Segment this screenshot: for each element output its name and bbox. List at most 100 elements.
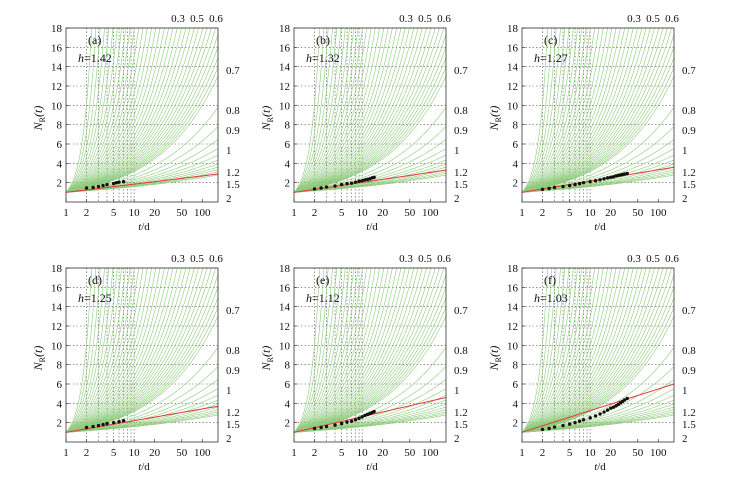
reference-curve xyxy=(294,28,346,193)
reference-curve-label: 2 xyxy=(226,433,232,445)
y-tick-label: 16 xyxy=(507,282,519,294)
reference-curve-label: 1 xyxy=(682,385,688,397)
panel-label: (f) xyxy=(544,273,556,287)
reference-curve-label: 2 xyxy=(226,193,232,205)
reference-curve xyxy=(66,307,218,433)
y-tick-label: 12 xyxy=(507,81,518,93)
data-point xyxy=(577,181,582,186)
reference-curve xyxy=(294,28,419,193)
panel-label: (e) xyxy=(316,273,329,287)
reference-curve xyxy=(66,28,110,193)
plot-frame xyxy=(65,267,219,443)
data-point xyxy=(312,187,317,191)
data-point xyxy=(608,406,613,410)
data-point xyxy=(349,419,354,423)
reference-curve xyxy=(522,139,674,193)
data-point xyxy=(567,183,572,188)
reference-curve xyxy=(522,28,638,193)
x-tick-label: 20 xyxy=(605,207,617,219)
y-tick-label: 12 xyxy=(51,81,62,93)
reference-curve xyxy=(66,268,105,433)
y-tick-label: 4 xyxy=(285,158,291,170)
data-point xyxy=(111,181,116,186)
data-point xyxy=(593,414,598,418)
y-tick-label: 6 xyxy=(513,139,519,151)
data-point xyxy=(602,410,606,414)
reference-curve xyxy=(66,268,191,433)
reference-curve xyxy=(522,75,674,193)
y-tick-label: 4 xyxy=(513,158,519,170)
reference-curve xyxy=(522,28,549,193)
reference-curve xyxy=(294,107,446,193)
reference-curve xyxy=(522,268,561,433)
data-point xyxy=(360,415,364,419)
reference-curve xyxy=(294,28,380,193)
reference-curve xyxy=(66,28,157,193)
reference-curve xyxy=(66,268,135,433)
data-point xyxy=(608,175,613,180)
y-tick-label: 10 xyxy=(507,100,519,112)
reference-curve xyxy=(66,28,97,193)
reference-curve xyxy=(66,268,152,433)
reference-curve xyxy=(66,268,165,433)
reference-curve xyxy=(66,268,187,433)
x-tick-label: 1 xyxy=(63,207,69,219)
reference-curve xyxy=(522,366,674,433)
x-axis-label: t/d xyxy=(366,221,378,233)
reference-curves xyxy=(522,268,674,433)
x-tick-label: 1 xyxy=(63,447,69,459)
data-point xyxy=(312,426,317,431)
reference-curve xyxy=(66,28,191,193)
reference-curve xyxy=(66,268,131,433)
x-tick-label: 1 xyxy=(519,447,525,459)
reference-curve xyxy=(522,268,578,433)
data-point xyxy=(114,180,119,185)
reference-curve xyxy=(294,28,363,193)
x-tick-label: 5 xyxy=(567,207,573,219)
reference-curve xyxy=(66,268,110,433)
reference-curve-label: 0.8 xyxy=(226,345,240,357)
x-tick-label: 100 xyxy=(422,207,439,219)
data-point xyxy=(372,409,376,414)
reference-curve-label: 0.9 xyxy=(226,365,240,377)
data-point xyxy=(91,185,95,190)
reference-curve xyxy=(66,28,187,193)
reference-curve xyxy=(66,28,122,193)
fit-line xyxy=(65,405,219,433)
reference-curve xyxy=(522,268,613,433)
reference-curves xyxy=(66,28,218,193)
plot-frame xyxy=(521,267,675,443)
reference-curve xyxy=(294,268,372,433)
fit-line xyxy=(521,166,675,193)
data-point xyxy=(625,171,629,176)
reference-curve xyxy=(522,268,617,433)
reference-curve xyxy=(66,268,148,433)
reference-curve xyxy=(294,268,385,433)
plot-frame xyxy=(293,267,447,443)
reference-curve xyxy=(66,268,161,433)
reference-curve xyxy=(522,268,574,433)
reference-curve xyxy=(294,28,397,193)
y-tick-label: 16 xyxy=(51,282,63,294)
y-tick-label: 10 xyxy=(279,340,291,352)
reference-curve xyxy=(522,28,617,193)
reference-curve-label: 0.5 xyxy=(646,253,660,265)
data-point xyxy=(121,419,126,423)
panel-label: (a) xyxy=(88,33,101,47)
x-tick-label: 1 xyxy=(291,447,297,459)
reference-curve xyxy=(522,315,674,433)
reference-curve xyxy=(294,174,446,193)
reference-curve xyxy=(66,268,169,433)
plot-frame xyxy=(65,27,219,203)
reference-curve xyxy=(66,28,178,193)
x-tick-label: 2 xyxy=(540,447,546,459)
reference-curve xyxy=(294,28,376,193)
reference-curve xyxy=(294,268,363,433)
reference-curve xyxy=(522,67,674,193)
y-axis-label: NR(t) xyxy=(259,106,275,132)
x-tick-label: 20 xyxy=(377,207,389,219)
reference-curve xyxy=(66,268,93,433)
reference-curve xyxy=(294,268,321,433)
panel-label: (c) xyxy=(544,33,557,47)
